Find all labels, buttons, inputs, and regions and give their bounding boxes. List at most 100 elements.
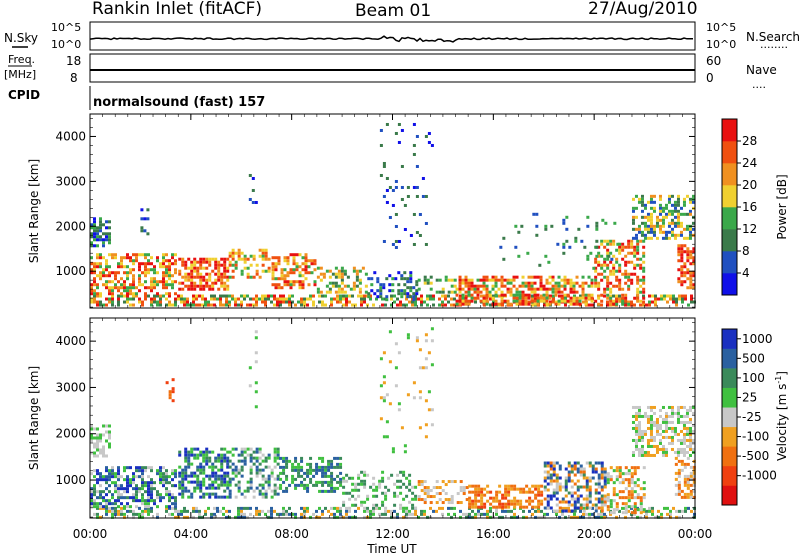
range-time-cell	[461, 299, 465, 303]
range-time-cell	[691, 405, 695, 409]
range-time-cell	[621, 242, 625, 246]
range-time-cell	[102, 448, 105, 452]
range-time-cell	[318, 465, 322, 469]
range-time-cell	[336, 294, 339, 298]
range-time-cell	[476, 296, 480, 300]
range-time-cell	[300, 468, 304, 472]
range-time-cell	[214, 492, 218, 496]
range-time-cell	[261, 509, 264, 513]
range-time-cell	[397, 402, 401, 406]
range-time-cell	[689, 471, 693, 475]
range-time-cell	[165, 490, 168, 494]
range-time-cell	[108, 286, 111, 290]
range-time-cell	[261, 269, 265, 273]
range-time-cell	[271, 262, 275, 266]
range-time-cell	[423, 300, 426, 304]
range-time-cell	[279, 465, 283, 469]
range-time-cell	[531, 505, 535, 509]
range-time-cell	[156, 490, 159, 494]
range-time-cell	[223, 272, 227, 276]
range-time-cell	[352, 269, 356, 273]
range-time-cell	[515, 296, 519, 300]
range-time-cell	[105, 274, 108, 278]
range-time-cell	[282, 506, 285, 510]
range-time-cell	[126, 487, 129, 491]
range-time-cell	[515, 293, 519, 297]
range-time-cell	[588, 303, 591, 307]
range-time-cell	[336, 300, 339, 304]
range-time-cell	[117, 478, 120, 482]
range-time-cell	[292, 271, 296, 275]
range-time-cell	[618, 472, 622, 476]
range-time-cell	[171, 253, 174, 257]
range-time-cell	[138, 268, 141, 272]
range-time-cell	[551, 299, 555, 303]
range-time-cell	[141, 502, 144, 506]
range-time-cell	[117, 509, 120, 513]
range-time-cell	[123, 515, 126, 519]
range-time-cell	[117, 499, 120, 503]
range-time-cell	[384, 303, 387, 307]
range-time-cell	[384, 506, 388, 510]
range-time-cell	[306, 509, 309, 513]
range-time-cell	[289, 283, 293, 287]
range-time-cell	[138, 490, 141, 494]
range-time-cell	[606, 481, 610, 485]
range-time-cell	[624, 511, 628, 515]
range-time-cell	[328, 269, 332, 273]
range-time-cell	[187, 272, 191, 276]
range-time-cell	[594, 269, 598, 273]
range-time-cell	[636, 466, 640, 470]
range-time-cell	[494, 281, 498, 285]
range-time-cell	[603, 515, 606, 519]
range-time-cell	[459, 489, 463, 493]
range-time-cell	[196, 272, 200, 276]
range-time-cell	[328, 275, 332, 279]
range-time-cell	[226, 450, 230, 454]
range-time-cell	[498, 484, 502, 488]
range-time-cell	[637, 432, 641, 436]
range-time-cell	[562, 251, 566, 255]
range-time-cell	[376, 280, 380, 284]
range-time-cell	[588, 491, 592, 495]
range-time-cell	[535, 212, 539, 216]
range-time-cell	[168, 292, 171, 296]
range-time-cell	[330, 483, 334, 487]
colorbar-tick-label: 500	[742, 351, 765, 365]
range-time-cell	[527, 293, 531, 297]
range-time-cell	[369, 509, 372, 513]
range-time-cell	[563, 284, 567, 288]
range-time-cell	[202, 284, 206, 288]
range-time-cell	[420, 303, 423, 307]
range-time-cell	[181, 471, 185, 475]
range-time-cell	[261, 477, 265, 481]
range-time-cell	[375, 494, 379, 498]
range-time-cell	[646, 224, 650, 228]
range-time-cell	[600, 461, 604, 465]
range-time-cell	[654, 300, 657, 304]
range-time-cell	[677, 250, 681, 254]
range-time-cell	[96, 436, 99, 440]
range-time-cell	[93, 484, 96, 488]
range-time-cell	[90, 268, 93, 272]
range-time-cell	[96, 253, 99, 257]
range-time-cell	[412, 292, 416, 296]
range-time-cell	[213, 515, 216, 519]
range-time-cell	[580, 239, 584, 243]
range-time-cell	[117, 472, 120, 476]
range-time-cell	[658, 408, 662, 412]
range-time-cell	[379, 384, 383, 388]
range-time-cell	[252, 450, 256, 454]
range-time-cell	[315, 480, 319, 484]
range-time-cell	[336, 462, 340, 466]
range-time-cell	[322, 272, 326, 276]
range-time-cell	[319, 290, 323, 294]
range-time-cell	[138, 499, 141, 503]
range-time-cell	[285, 465, 289, 469]
range-time-cell	[517, 254, 521, 258]
range-time-cell	[165, 478, 168, 482]
range-time-cell	[348, 506, 352, 510]
range-time-cell	[677, 253, 681, 257]
